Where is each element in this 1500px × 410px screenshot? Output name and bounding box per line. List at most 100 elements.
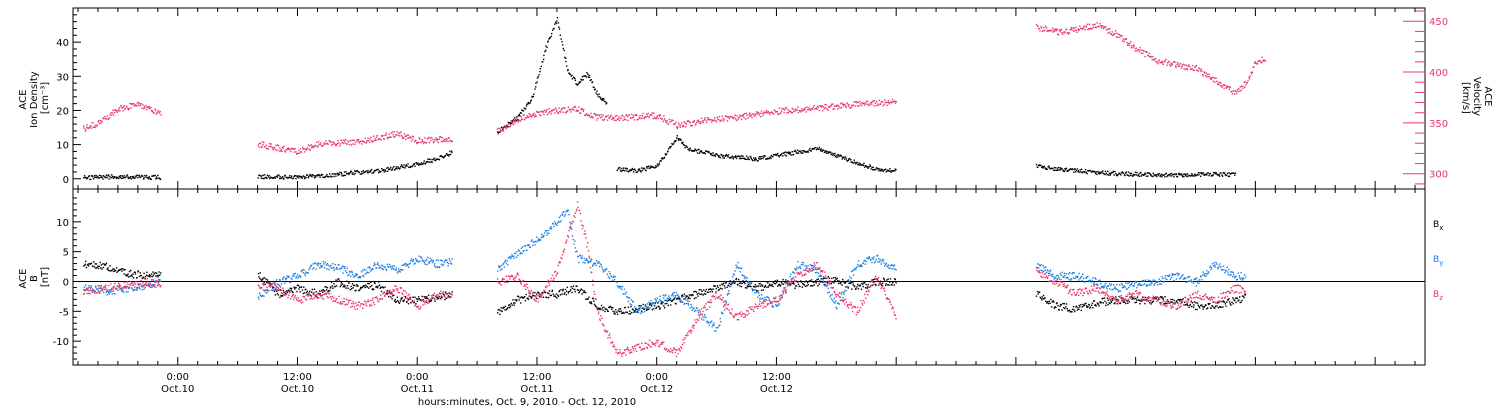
bottom-point [339, 285, 341, 288]
bottom-point [636, 310, 639, 312]
bottom-point [509, 304, 511, 306]
bottom-point [1095, 305, 1097, 307]
top-point [652, 166, 654, 168]
bottom-point [571, 291, 573, 294]
bottom-point [655, 299, 657, 301]
top-point [412, 135, 415, 138]
bottom-point [590, 301, 592, 303]
bottom-point [398, 268, 400, 270]
bottom-point [1075, 275, 1077, 278]
top-point [411, 165, 413, 168]
bottom-point [430, 300, 432, 302]
top-point [293, 148, 295, 151]
top-point [654, 167, 656, 169]
bottom-point [335, 279, 337, 281]
top-point [378, 170, 381, 172]
top-point [1040, 27, 1043, 29]
top-point [399, 167, 401, 169]
bottom-point [620, 288, 623, 290]
bottom-point [1051, 275, 1053, 278]
bottom-point [1092, 307, 1094, 309]
bottom-point [315, 295, 318, 298]
top-point [763, 155, 765, 157]
top-point [109, 113, 111, 116]
top-point [296, 176, 298, 178]
top-point [112, 177, 115, 179]
bottom-point [849, 276, 851, 278]
bottom-point [744, 282, 746, 285]
top-point [375, 169, 377, 172]
top-point [82, 177, 85, 179]
bottom-point [413, 301, 416, 304]
top-point [1189, 65, 1191, 68]
top-point [322, 176, 324, 178]
bottom-point [811, 265, 813, 267]
top-point [1059, 167, 1061, 169]
bottom-point [354, 284, 356, 287]
bottom-point [1205, 304, 1207, 307]
bottom-point [1122, 297, 1124, 300]
top-point [1110, 33, 1112, 35]
top-point [139, 176, 142, 179]
top-point [857, 164, 860, 166]
top-point [863, 162, 865, 165]
bottom-point [852, 281, 854, 284]
bottom-point [842, 297, 844, 299]
top-point [776, 111, 778, 113]
bottom-point [1109, 302, 1111, 305]
top-point [413, 163, 415, 165]
bottom-point [815, 268, 818, 271]
top-point [518, 119, 520, 122]
top-point [751, 159, 753, 161]
bottom-point [530, 297, 533, 299]
bottom-point [275, 285, 277, 287]
bottom-point [605, 308, 607, 310]
top-point [854, 105, 857, 107]
bottom-point [1079, 306, 1081, 308]
top-point [704, 152, 706, 155]
top-point [748, 158, 750, 161]
top-point [532, 114, 534, 117]
bottom-point [511, 304, 513, 306]
bottom-point [299, 291, 301, 293]
bottom-point [279, 289, 282, 291]
bottom-point [589, 301, 591, 303]
top-point [641, 169, 643, 172]
bottom-point [681, 294, 683, 296]
top-point [112, 114, 115, 116]
bottom-point [412, 296, 414, 298]
top-point [445, 138, 447, 140]
bottom-point [1227, 299, 1229, 301]
bottom-point [1129, 284, 1131, 287]
bottom-point [819, 275, 821, 277]
top-point [540, 65, 542, 68]
bottom-point [292, 273, 295, 275]
top-point [449, 150, 451, 153]
bottom-point [351, 270, 353, 273]
bottom-point [1206, 308, 1208, 310]
bottom-point [825, 277, 827, 280]
top-point [633, 171, 635, 173]
top-point [1095, 171, 1098, 173]
top-point [784, 109, 786, 111]
bottom-point [712, 324, 714, 326]
bottom-point [817, 267, 819, 269]
top-point [545, 45, 547, 47]
bottom-point [792, 271, 794, 273]
top-point [404, 135, 406, 137]
bottom-point [1037, 293, 1039, 295]
top-point [712, 152, 714, 154]
bottom-point [541, 233, 543, 236]
bottom-point [515, 256, 518, 258]
top-point [93, 178, 95, 180]
top-point [804, 109, 806, 111]
bottom-point [891, 268, 893, 270]
bottom-point [545, 230, 548, 232]
bottom-point [346, 285, 349, 287]
top-point [135, 176, 137, 178]
bottom-point [402, 269, 404, 271]
top-point [154, 174, 156, 177]
top-point [300, 151, 303, 153]
bottom-point [510, 302, 512, 305]
top-point [694, 148, 696, 150]
